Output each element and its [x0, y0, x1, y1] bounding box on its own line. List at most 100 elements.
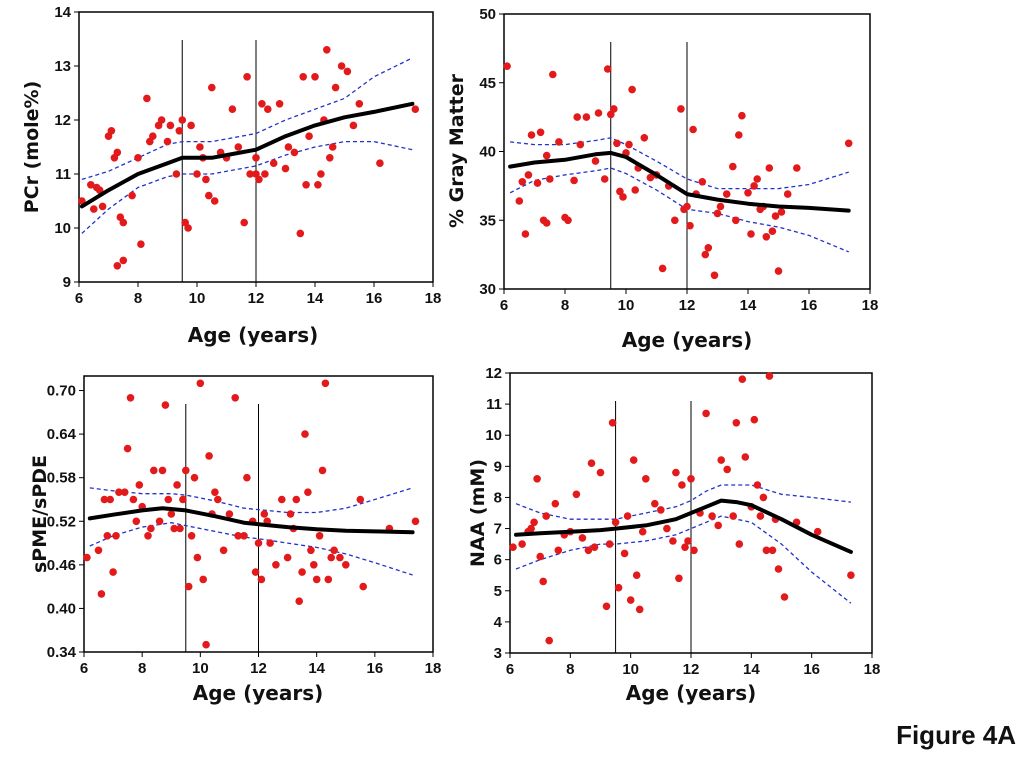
x-axis-label: Age (years) [193, 681, 323, 705]
y-tick-label: 0.64 [47, 426, 77, 443]
data-point [196, 379, 205, 388]
data-point [623, 512, 632, 520]
data-point [172, 170, 181, 178]
data-point [722, 190, 731, 198]
data-point [732, 419, 741, 427]
data-point [211, 488, 219, 497]
data-point [738, 111, 746, 120]
data-point [210, 197, 219, 205]
data-point [584, 546, 593, 555]
data-point [590, 543, 599, 551]
data-point [536, 128, 545, 137]
x-tick-label: 6 [75, 290, 83, 307]
data-point [284, 143, 293, 151]
data-point [735, 540, 744, 548]
data-point [729, 512, 737, 520]
data-point [240, 532, 248, 540]
data-point [134, 154, 142, 162]
data-point [196, 143, 204, 151]
data-point [119, 218, 128, 227]
data-point [135, 481, 144, 489]
y-tick-label: 3 [494, 645, 502, 662]
data-point [129, 495, 138, 504]
data-point [342, 561, 350, 569]
data-point [98, 202, 107, 211]
x-tick-label: 8 [561, 297, 569, 314]
y-tick-label: 8 [494, 489, 502, 506]
panel-1: 6 8 10 12 14 16 18 9 10 11 12 13 14 Age (years) PCr (m… [21, 4, 441, 347]
data-point [549, 70, 557, 79]
data-point [723, 465, 731, 474]
data-point [199, 575, 207, 584]
data-point [524, 171, 533, 179]
data-point [164, 495, 173, 504]
data-point [669, 537, 677, 545]
y-axis-label: % Gray Matter [446, 73, 468, 228]
data-point [608, 419, 617, 427]
data-point [193, 170, 201, 178]
data-point [542, 512, 550, 520]
data-point [255, 175, 263, 184]
y-tick-label: 6 [494, 552, 502, 569]
data-point [137, 240, 145, 248]
data-point [672, 468, 680, 477]
y-tick-label: 13 [54, 58, 71, 75]
data-point [257, 575, 266, 584]
data-point [539, 577, 547, 586]
data-point [704, 244, 713, 252]
data-point [774, 267, 783, 275]
data-point [657, 506, 665, 514]
data-point [305, 132, 313, 140]
data-point [686, 221, 694, 230]
x-tick-label: 18 [425, 290, 442, 307]
data-point [587, 459, 596, 468]
data-point [187, 121, 195, 130]
data-point [687, 475, 695, 483]
data-point [683, 202, 691, 211]
data-point [681, 543, 689, 551]
x-tick-label: 12 [683, 661, 700, 678]
data-point [671, 216, 679, 225]
y-tick-label: 50 [479, 6, 496, 23]
data-point [202, 640, 210, 649]
y-tick-label: 5 [494, 583, 502, 600]
y-tick-label: 0.52 [47, 513, 76, 530]
data-point [243, 473, 251, 482]
data-point [246, 170, 254, 178]
data-point [109, 568, 117, 576]
data-point [625, 140, 633, 149]
data-point [756, 512, 765, 520]
ci-upper-line [515, 484, 851, 520]
data-point [582, 113, 591, 121]
data-point [376, 159, 384, 167]
x-tick-label: 16 [366, 660, 383, 677]
data-point [701, 250, 710, 259]
y-axis-label: PCr (mole%) [21, 81, 43, 214]
data-point [304, 488, 312, 497]
data-point [527, 131, 536, 139]
x-tick-label: 6 [80, 660, 88, 677]
data-point [167, 510, 176, 518]
data-point [355, 100, 364, 108]
data-point [675, 574, 683, 583]
data-point [243, 73, 251, 81]
data-point [594, 109, 603, 117]
data-point [768, 546, 777, 555]
data-point [178, 116, 187, 124]
data-point [78, 197, 86, 205]
data-point [166, 121, 175, 130]
y-tick-label: 35 [479, 212, 496, 229]
y-tick-label: 40 [479, 144, 496, 161]
data-point [759, 493, 768, 502]
x-tick-label: 14 [743, 661, 760, 678]
panel-2: 6 8 10 12 14 16 18 30 35 40 45 50 Age (years) % Gray … [446, 6, 878, 352]
x-tick-label: 10 [192, 660, 209, 677]
data-point [658, 264, 667, 273]
data-point [546, 175, 554, 183]
data-point [214, 495, 222, 504]
data-point [762, 546, 771, 555]
data-point [716, 202, 725, 211]
data-point [642, 475, 650, 483]
data-point [708, 512, 716, 520]
data-point [717, 456, 725, 464]
